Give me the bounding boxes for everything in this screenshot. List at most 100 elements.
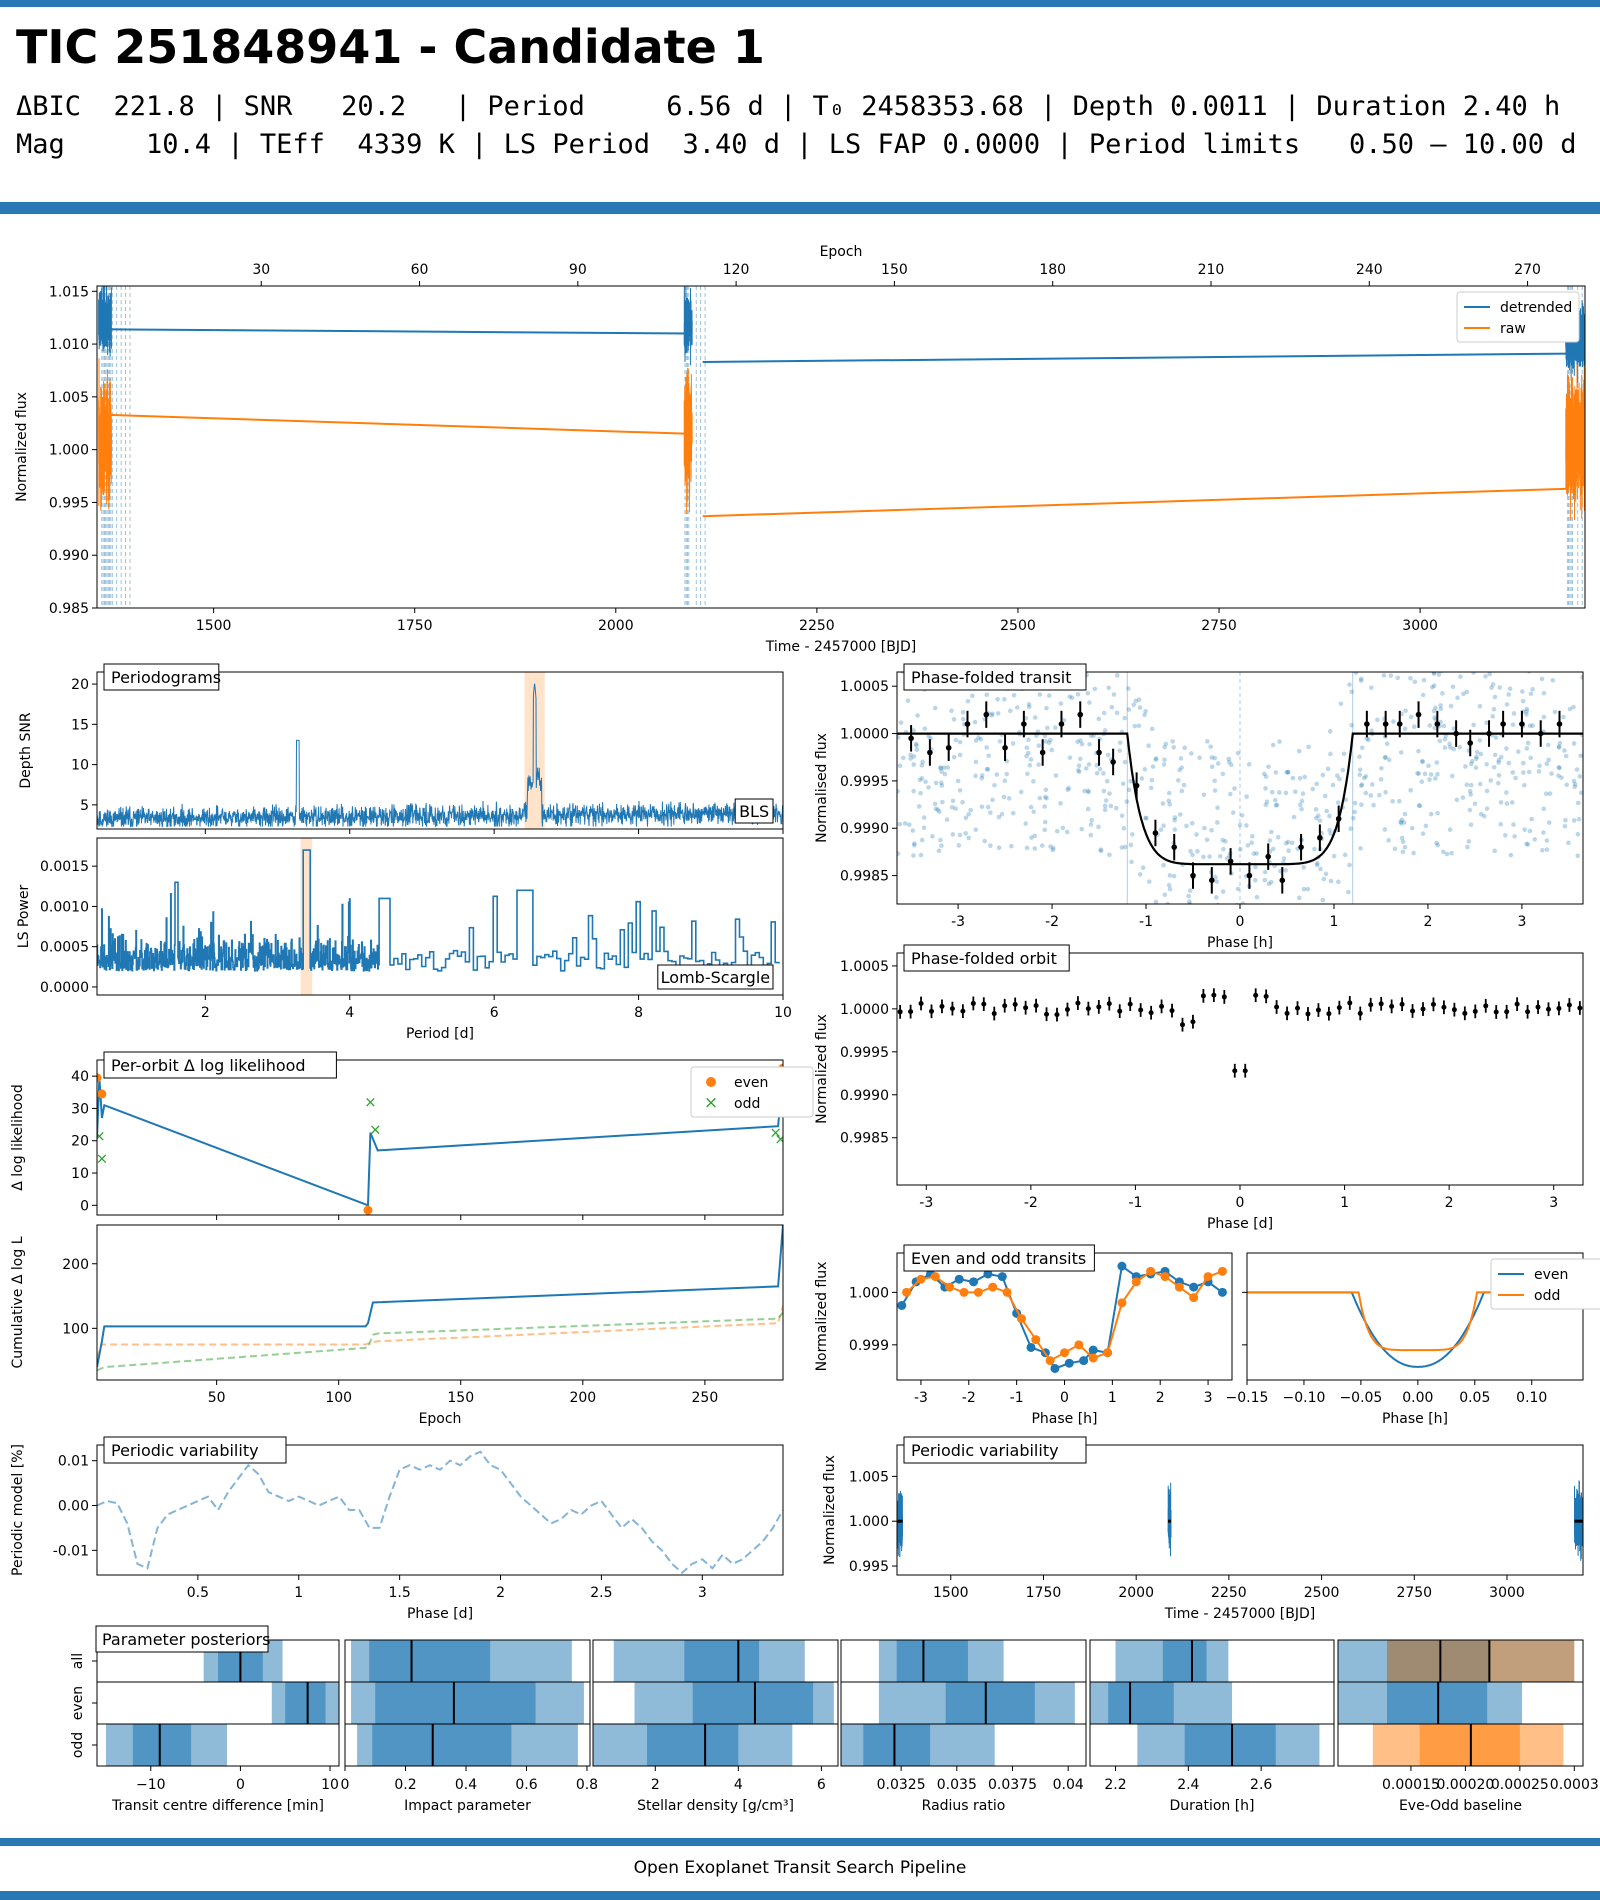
- raw-point: [1254, 894, 1260, 900]
- raw-point: [1513, 645, 1518, 650]
- x-tick-label: 6: [817, 1777, 826, 1793]
- raw-point: [1398, 819, 1403, 825]
- binned-point: [1382, 721, 1389, 727]
- raw-point: [1223, 983, 1228, 988]
- raw-point: [1434, 760, 1440, 765]
- y-tick-label: 1.000: [49, 443, 89, 459]
- raw-point: [986, 753, 991, 759]
- series-point-odd: [1103, 1348, 1113, 1358]
- raw-point: [1114, 710, 1120, 716]
- panel-tag-box: [734, 798, 774, 824]
- panel-label-box: [103, 663, 220, 691]
- raw-point: [1296, 748, 1302, 754]
- raw-point: [1328, 751, 1333, 757]
- raw-point: [1025, 750, 1031, 756]
- bls-peak-highlight: [524, 672, 545, 829]
- raw-point: [1267, 838, 1273, 843]
- raw-point: [1153, 756, 1159, 761]
- raw-point: [917, 777, 923, 783]
- legend-label: odd: [1534, 1288, 1560, 1304]
- orbit-point: [1263, 993, 1269, 999]
- series-point-even: [997, 1272, 1007, 1282]
- posterior-band-inner: [684, 1640, 760, 1682]
- series-point-even: [1117, 1261, 1127, 1271]
- x-tick-label: -1: [1139, 914, 1153, 930]
- raw-point: [1392, 846, 1398, 852]
- raw-point: [1537, 667, 1542, 672]
- raw-point: [1397, 798, 1402, 804]
- raw-point: [996, 814, 1002, 820]
- raw-point: [1330, 782, 1336, 788]
- raw-point: [1031, 809, 1037, 815]
- raw-point: [1188, 848, 1193, 854]
- candidate-info-line-1: ΔBIC 221.8 | SNR 20.2 | Period 6.56 d | …: [16, 91, 1561, 122]
- raw-point: [1448, 703, 1454, 709]
- raw-point: [1102, 803, 1108, 809]
- raw-point: [1312, 846, 1317, 852]
- raw-point: [1541, 806, 1547, 812]
- raw-point: [1524, 712, 1529, 717]
- series-point-odd: [1131, 1277, 1141, 1287]
- raw-point: [1122, 844, 1128, 850]
- raw-point: [1058, 701, 1064, 706]
- transit-model: [897, 732, 1583, 866]
- raw-point: [1362, 639, 1367, 644]
- raw-point: [1042, 827, 1048, 833]
- raw-point: [1512, 834, 1517, 839]
- raw-point: [1249, 840, 1254, 846]
- raw-point: [1484, 720, 1489, 725]
- raw-point: [965, 698, 971, 704]
- raw-point: [1490, 682, 1496, 687]
- epoch-tick-label: 210: [1198, 262, 1225, 278]
- raw-point: [1134, 908, 1139, 913]
- raw-point: [999, 811, 1005, 817]
- panel-label-box: [903, 944, 1070, 972]
- raw-point: [1563, 753, 1569, 759]
- raw-point: [1108, 803, 1114, 809]
- raw-point: [944, 817, 950, 822]
- raw-point: [1528, 644, 1533, 649]
- raw-point: [990, 711, 995, 717]
- y-tick-label: 0.0000: [40, 980, 89, 996]
- raw-point: [1299, 806, 1304, 812]
- raw-point: [1318, 866, 1323, 872]
- raw-point: [1349, 657, 1354, 662]
- raw-point: [1149, 777, 1155, 783]
- raw-point: [1260, 920, 1265, 925]
- raw-point: [1549, 771, 1554, 776]
- raw-point: [926, 733, 931, 739]
- orbit-point: [1545, 1006, 1551, 1012]
- panel-label-box: [103, 1051, 337, 1079]
- posterior-row-frame: [840, 1723, 1087, 1767]
- series-point-even: [1079, 1356, 1089, 1366]
- raw-point: [1274, 802, 1280, 808]
- x-tick-label: 1: [294, 1585, 303, 1601]
- raw-point: [1561, 714, 1566, 720]
- x-tick-label: 0.035: [937, 1777, 977, 1793]
- raw-point: [1442, 613, 1447, 618]
- raw-point: [1042, 819, 1048, 825]
- orbit-point: [1179, 1022, 1185, 1028]
- raw-point: [1236, 968, 1241, 973]
- raw-point: [1024, 753, 1029, 759]
- raw-point: [1085, 690, 1091, 696]
- raw-point: [1113, 805, 1119, 811]
- raw-point: [1487, 672, 1492, 677]
- raw-point: [1167, 873, 1173, 878]
- raw-point: [1575, 853, 1581, 859]
- raw-point: [1400, 849, 1406, 855]
- candidate-info-line-2: Mag 10.4 | TEff 4339 K | LS Period 3.40 …: [16, 129, 1577, 160]
- raw-point: [1087, 700, 1092, 705]
- raw-point: [1089, 817, 1095, 823]
- x-tick-label: 10: [774, 1005, 792, 1021]
- y-tick-label: 200: [62, 1257, 89, 1273]
- raw-point: [1180, 946, 1185, 951]
- y-axis-label: Δ log likelihood: [10, 1084, 26, 1191]
- orbit-point: [1430, 1001, 1436, 1007]
- raw-point: [937, 809, 942, 815]
- binned-point: [1335, 815, 1342, 822]
- raw-point: [1577, 774, 1583, 779]
- orbit-panel: -3 -2 -1 0 1 2 3 0.9985 0.9990 0.9995 1.0000 1.0005…: [814, 944, 1584, 1232]
- x-tick-label: -1: [1128, 1195, 1142, 1211]
